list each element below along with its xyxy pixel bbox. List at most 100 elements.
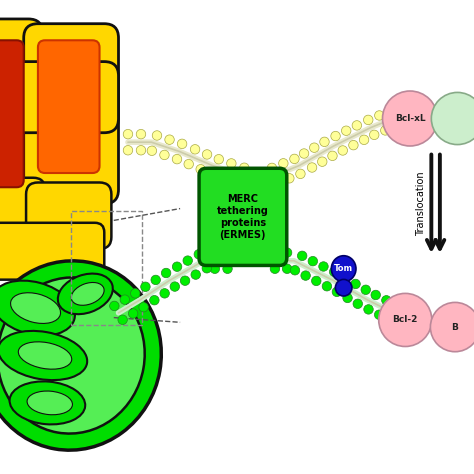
Ellipse shape [336, 279, 352, 296]
Circle shape [386, 106, 395, 116]
Circle shape [141, 282, 150, 292]
Circle shape [214, 155, 224, 164]
Circle shape [296, 169, 305, 179]
Circle shape [383, 91, 438, 146]
Circle shape [371, 290, 381, 300]
Text: MERC
tethering
proteins
(ERMES): MERC tethering proteins (ERMES) [217, 194, 269, 240]
Circle shape [139, 302, 148, 312]
Circle shape [359, 135, 369, 145]
Circle shape [202, 150, 212, 159]
Circle shape [209, 170, 219, 179]
Circle shape [109, 301, 119, 310]
Text: Bcl-2: Bcl-2 [392, 316, 418, 324]
Circle shape [270, 264, 280, 273]
Circle shape [210, 264, 219, 273]
Circle shape [239, 163, 249, 173]
Circle shape [392, 121, 401, 131]
Circle shape [374, 111, 384, 120]
Circle shape [361, 285, 371, 294]
Circle shape [123, 146, 133, 155]
Circle shape [343, 293, 352, 303]
Circle shape [328, 151, 337, 161]
Ellipse shape [0, 331, 87, 380]
Circle shape [191, 145, 200, 154]
Circle shape [128, 309, 138, 318]
Text: Tom: Tom [334, 264, 353, 273]
Circle shape [364, 305, 373, 314]
Circle shape [136, 146, 146, 155]
FancyBboxPatch shape [0, 223, 104, 280]
Circle shape [310, 143, 319, 153]
Text: Bcl-xL: Bcl-xL [395, 114, 425, 123]
Circle shape [290, 154, 299, 164]
Circle shape [308, 256, 318, 266]
Ellipse shape [331, 256, 356, 282]
Circle shape [210, 248, 219, 257]
Circle shape [150, 295, 159, 305]
Circle shape [172, 155, 182, 164]
Circle shape [283, 264, 292, 273]
Circle shape [379, 293, 432, 346]
FancyBboxPatch shape [26, 182, 111, 249]
Circle shape [123, 129, 133, 139]
Circle shape [331, 131, 340, 141]
Circle shape [273, 178, 283, 188]
Circle shape [283, 248, 292, 257]
FancyBboxPatch shape [0, 62, 118, 133]
Circle shape [353, 299, 363, 309]
Circle shape [284, 173, 294, 183]
Circle shape [173, 262, 182, 272]
Circle shape [430, 302, 474, 352]
Circle shape [374, 310, 384, 319]
Circle shape [299, 149, 309, 158]
Circle shape [369, 130, 379, 140]
FancyBboxPatch shape [0, 178, 45, 254]
Circle shape [227, 159, 236, 168]
Circle shape [319, 262, 328, 271]
Circle shape [340, 273, 350, 283]
Circle shape [279, 159, 288, 168]
Circle shape [223, 264, 232, 273]
Circle shape [118, 315, 128, 325]
Circle shape [341, 126, 351, 136]
Circle shape [120, 295, 129, 304]
FancyBboxPatch shape [199, 168, 287, 265]
Circle shape [177, 139, 187, 148]
Ellipse shape [18, 342, 72, 369]
Circle shape [301, 271, 310, 280]
Circle shape [349, 140, 358, 150]
Circle shape [194, 249, 203, 259]
Ellipse shape [9, 382, 85, 424]
Circle shape [202, 264, 211, 273]
Circle shape [318, 157, 327, 166]
Circle shape [351, 279, 360, 289]
Circle shape [381, 126, 390, 135]
Circle shape [329, 267, 339, 276]
FancyBboxPatch shape [0, 40, 24, 187]
Circle shape [364, 115, 373, 125]
Circle shape [147, 146, 156, 155]
Circle shape [298, 251, 307, 261]
Ellipse shape [58, 273, 113, 314]
Circle shape [290, 265, 300, 275]
FancyBboxPatch shape [38, 40, 100, 173]
Circle shape [270, 248, 280, 257]
Ellipse shape [0, 261, 161, 450]
Circle shape [221, 174, 231, 183]
Circle shape [311, 276, 321, 286]
Circle shape [431, 92, 474, 145]
Text: B: B [452, 323, 458, 331]
Ellipse shape [10, 293, 61, 323]
Circle shape [322, 282, 332, 291]
Circle shape [307, 163, 317, 172]
Circle shape [320, 137, 329, 146]
Circle shape [183, 256, 192, 265]
Ellipse shape [27, 391, 73, 415]
Circle shape [160, 289, 169, 298]
Circle shape [332, 287, 342, 297]
Circle shape [223, 248, 232, 257]
Circle shape [170, 282, 180, 292]
Circle shape [152, 131, 162, 140]
Circle shape [267, 163, 277, 173]
Circle shape [184, 159, 193, 169]
